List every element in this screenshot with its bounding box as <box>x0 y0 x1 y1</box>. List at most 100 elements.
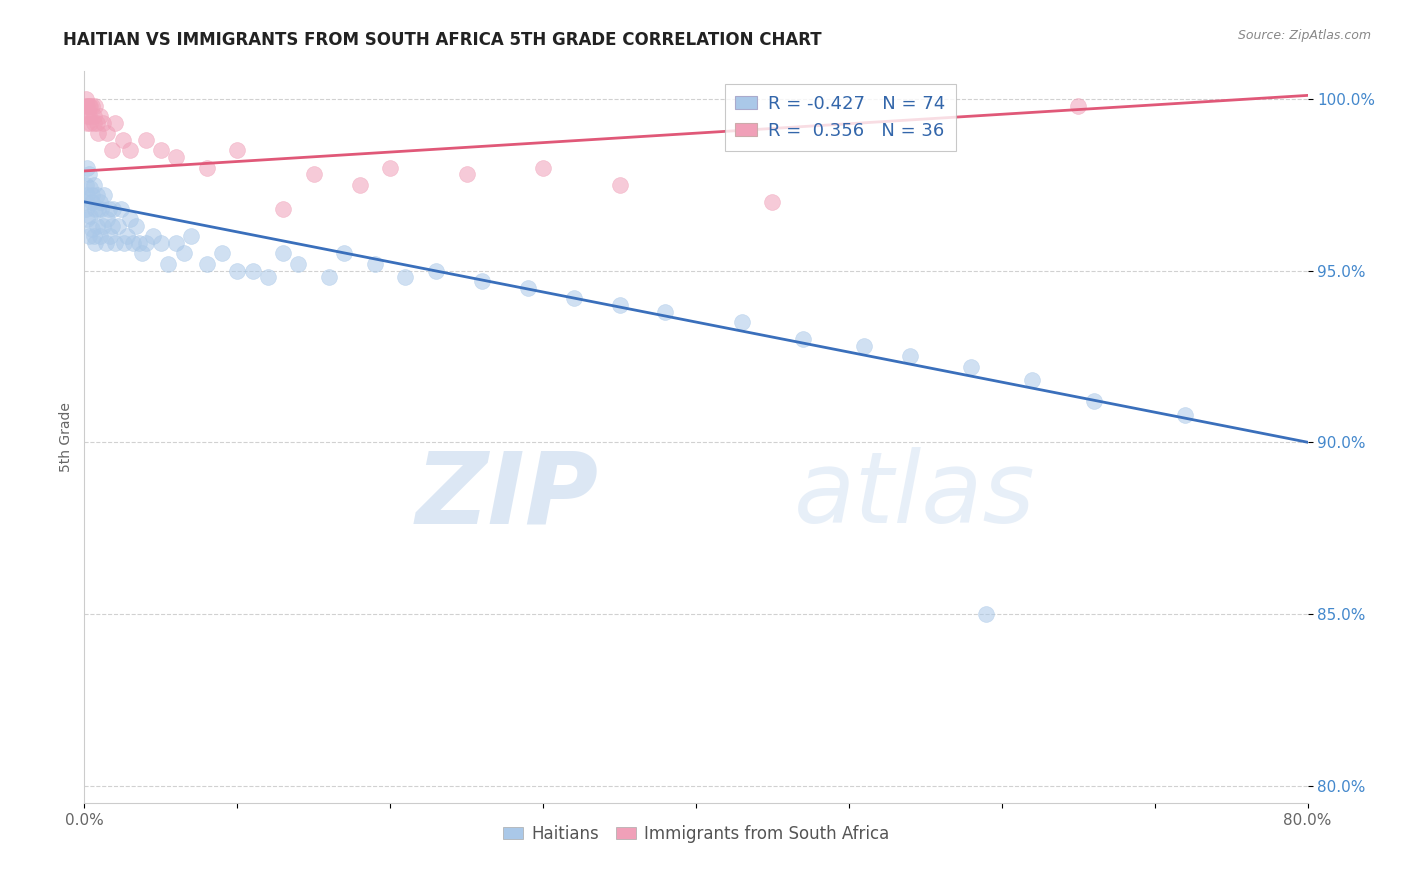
Point <box>97 202 120 216</box>
Point <box>80 194 103 209</box>
Point <box>318 270 340 285</box>
Point <box>516 281 538 295</box>
Point <box>83 109 105 123</box>
Point <box>333 246 356 260</box>
Point <box>142 229 165 244</box>
Point <box>79 116 101 130</box>
Point <box>110 202 132 216</box>
Point <box>91 116 114 130</box>
Point <box>84 98 107 112</box>
Point <box>1021 373 1043 387</box>
Point <box>195 257 218 271</box>
Point <box>120 144 142 158</box>
Point <box>76 98 98 112</box>
Point <box>86 188 108 202</box>
Point <box>84 202 107 216</box>
Point <box>1083 394 1105 409</box>
Point <box>609 298 631 312</box>
Point <box>83 116 105 130</box>
Point <box>471 274 494 288</box>
Point <box>271 202 294 216</box>
Point <box>257 270 280 285</box>
Point <box>79 98 101 112</box>
Point <box>271 246 294 260</box>
Point <box>80 98 103 112</box>
Point <box>76 212 98 227</box>
Point <box>1067 98 1090 112</box>
Point <box>89 109 111 123</box>
Point <box>87 126 110 140</box>
Point <box>75 202 97 216</box>
Point <box>125 219 148 233</box>
Point <box>104 235 127 250</box>
Point <box>165 235 187 250</box>
Point <box>128 235 150 250</box>
Point <box>731 315 754 329</box>
Point <box>77 229 100 244</box>
Point <box>75 98 97 112</box>
Point <box>89 229 111 244</box>
Point <box>562 291 585 305</box>
Point <box>898 350 921 364</box>
Point <box>960 359 983 374</box>
Point <box>364 257 387 271</box>
Point <box>90 202 112 216</box>
Text: atlas: atlas <box>794 447 1035 544</box>
Point <box>107 219 129 233</box>
Point <box>853 339 876 353</box>
Point <box>93 188 115 202</box>
Point <box>287 257 309 271</box>
Y-axis label: 5th Grade: 5th Grade <box>59 402 73 472</box>
Point <box>1174 408 1197 422</box>
Point <box>115 229 138 244</box>
Point <box>79 209 101 223</box>
Point <box>165 150 187 164</box>
Point <box>135 235 157 250</box>
Point <box>84 235 107 250</box>
Point <box>349 178 371 192</box>
Point <box>531 161 554 175</box>
Point <box>131 246 153 260</box>
Point <box>101 144 124 158</box>
Point <box>135 133 157 147</box>
Point <box>761 194 783 209</box>
Point <box>425 263 447 277</box>
Point <box>792 332 814 346</box>
Point <box>394 270 416 285</box>
Text: ZIP: ZIP <box>415 447 598 544</box>
Point <box>83 229 105 244</box>
Point <box>122 235 145 250</box>
Point <box>180 229 202 244</box>
Point <box>83 178 105 192</box>
Point <box>226 263 249 277</box>
Point <box>149 235 172 250</box>
Point <box>456 167 478 181</box>
Point <box>87 202 110 216</box>
Point <box>86 219 108 233</box>
Point <box>80 222 103 236</box>
Point <box>77 98 100 112</box>
Point <box>195 161 218 175</box>
Point <box>89 194 111 209</box>
Point <box>76 188 98 202</box>
Point <box>80 188 103 202</box>
Point <box>226 144 249 158</box>
Point <box>76 161 98 175</box>
Point <box>242 263 264 277</box>
Point <box>609 178 631 192</box>
Point <box>157 257 180 271</box>
Point <box>79 181 101 195</box>
Point <box>149 144 172 158</box>
Point <box>77 109 100 123</box>
Point <box>302 167 325 181</box>
Point <box>211 246 233 260</box>
Text: HAITIAN VS IMMIGRANTS FROM SOUTH AFRICA 5TH GRADE CORRELATION CHART: HAITIAN VS IMMIGRANTS FROM SOUTH AFRICA … <box>63 31 823 49</box>
Point <box>96 212 118 227</box>
Point <box>75 194 97 209</box>
Point <box>75 92 97 106</box>
Point <box>101 219 124 233</box>
Point <box>380 161 402 175</box>
Legend: Haitians, Immigrants from South Africa: Haitians, Immigrants from South Africa <box>496 818 896 849</box>
Point <box>94 235 117 250</box>
Point <box>112 235 135 250</box>
